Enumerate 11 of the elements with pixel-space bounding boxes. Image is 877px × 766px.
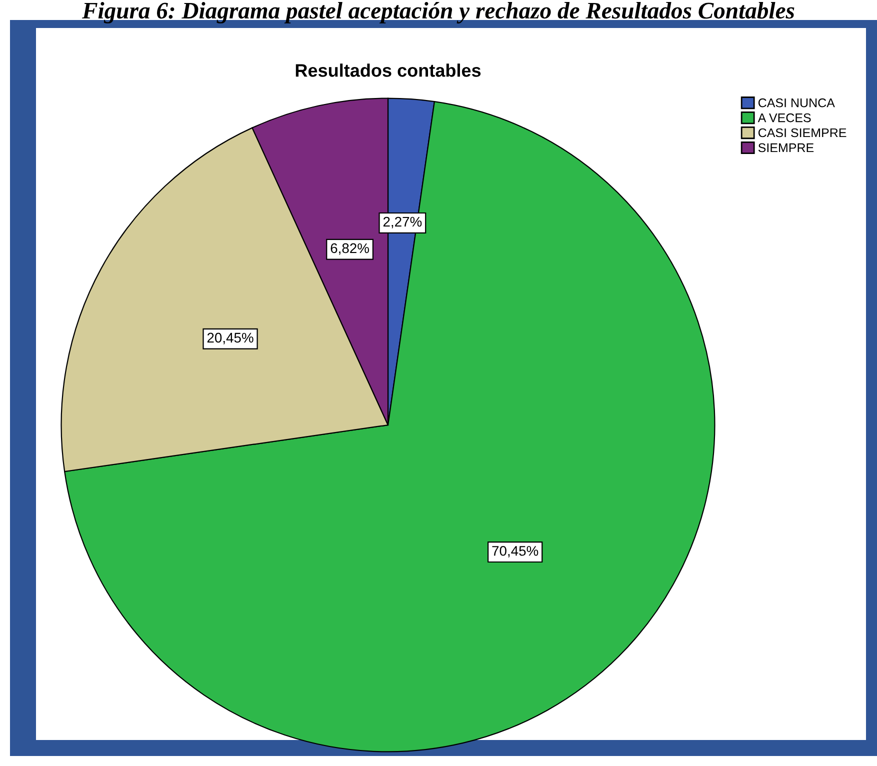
pie-slice	[64, 101, 716, 752]
chart-title: Resultados contables	[296, 64, 481, 77]
legend-label: SIEMPRE	[758, 143, 814, 152]
data-label: 2,27%	[383, 216, 422, 228]
legend-label: CASI SIEMPRE	[758, 128, 846, 138]
data-label: 70,45%	[492, 546, 538, 558]
legend-label: CASI NUNCA	[758, 98, 835, 108]
data-label: 20,45%	[207, 332, 254, 344]
text: Figura 6: Diagrama pastel aceptación y rechazo de Resultados Contables	[82, 2, 794, 24]
data-label: 6,82%	[330, 243, 369, 255]
legend-label: A VECES	[758, 113, 811, 122]
